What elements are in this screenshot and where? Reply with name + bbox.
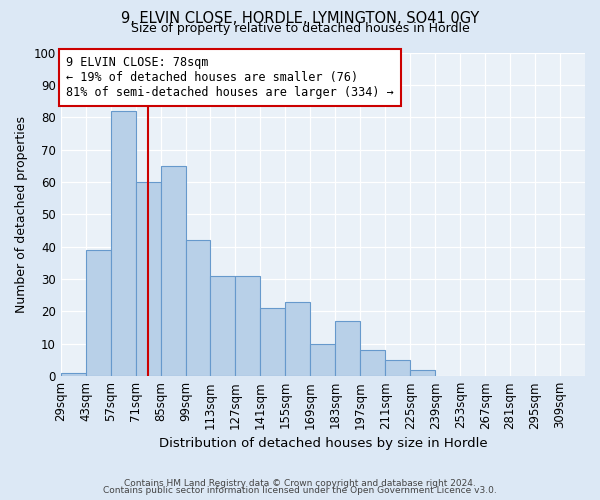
Bar [310,344,335,376]
Bar [161,166,185,376]
Y-axis label: Number of detached properties: Number of detached properties [15,116,28,313]
Bar [211,276,235,376]
Text: 9, ELVIN CLOSE, HORDLE, LYMINGTON, SO41 0GY: 9, ELVIN CLOSE, HORDLE, LYMINGTON, SO41 … [121,11,479,26]
Bar [286,302,310,376]
Text: 9 ELVIN CLOSE: 78sqm
← 19% of detached houses are smaller (76)
81% of semi-detac: 9 ELVIN CLOSE: 78sqm ← 19% of detached h… [66,56,394,98]
Bar [86,250,110,376]
Bar [185,240,211,376]
Text: Size of property relative to detached houses in Hordle: Size of property relative to detached ho… [131,22,469,35]
Bar [136,182,161,376]
Bar [110,111,136,376]
Text: Contains HM Land Registry data © Crown copyright and database right 2024.: Contains HM Land Registry data © Crown c… [124,478,476,488]
Text: Contains public sector information licensed under the Open Government Licence v3: Contains public sector information licen… [103,486,497,495]
Bar [410,370,435,376]
Bar [385,360,410,376]
Bar [335,321,360,376]
Bar [235,276,260,376]
Bar [260,308,286,376]
Bar [61,373,86,376]
X-axis label: Distribution of detached houses by size in Hordle: Distribution of detached houses by size … [158,437,487,450]
Bar [360,350,385,376]
